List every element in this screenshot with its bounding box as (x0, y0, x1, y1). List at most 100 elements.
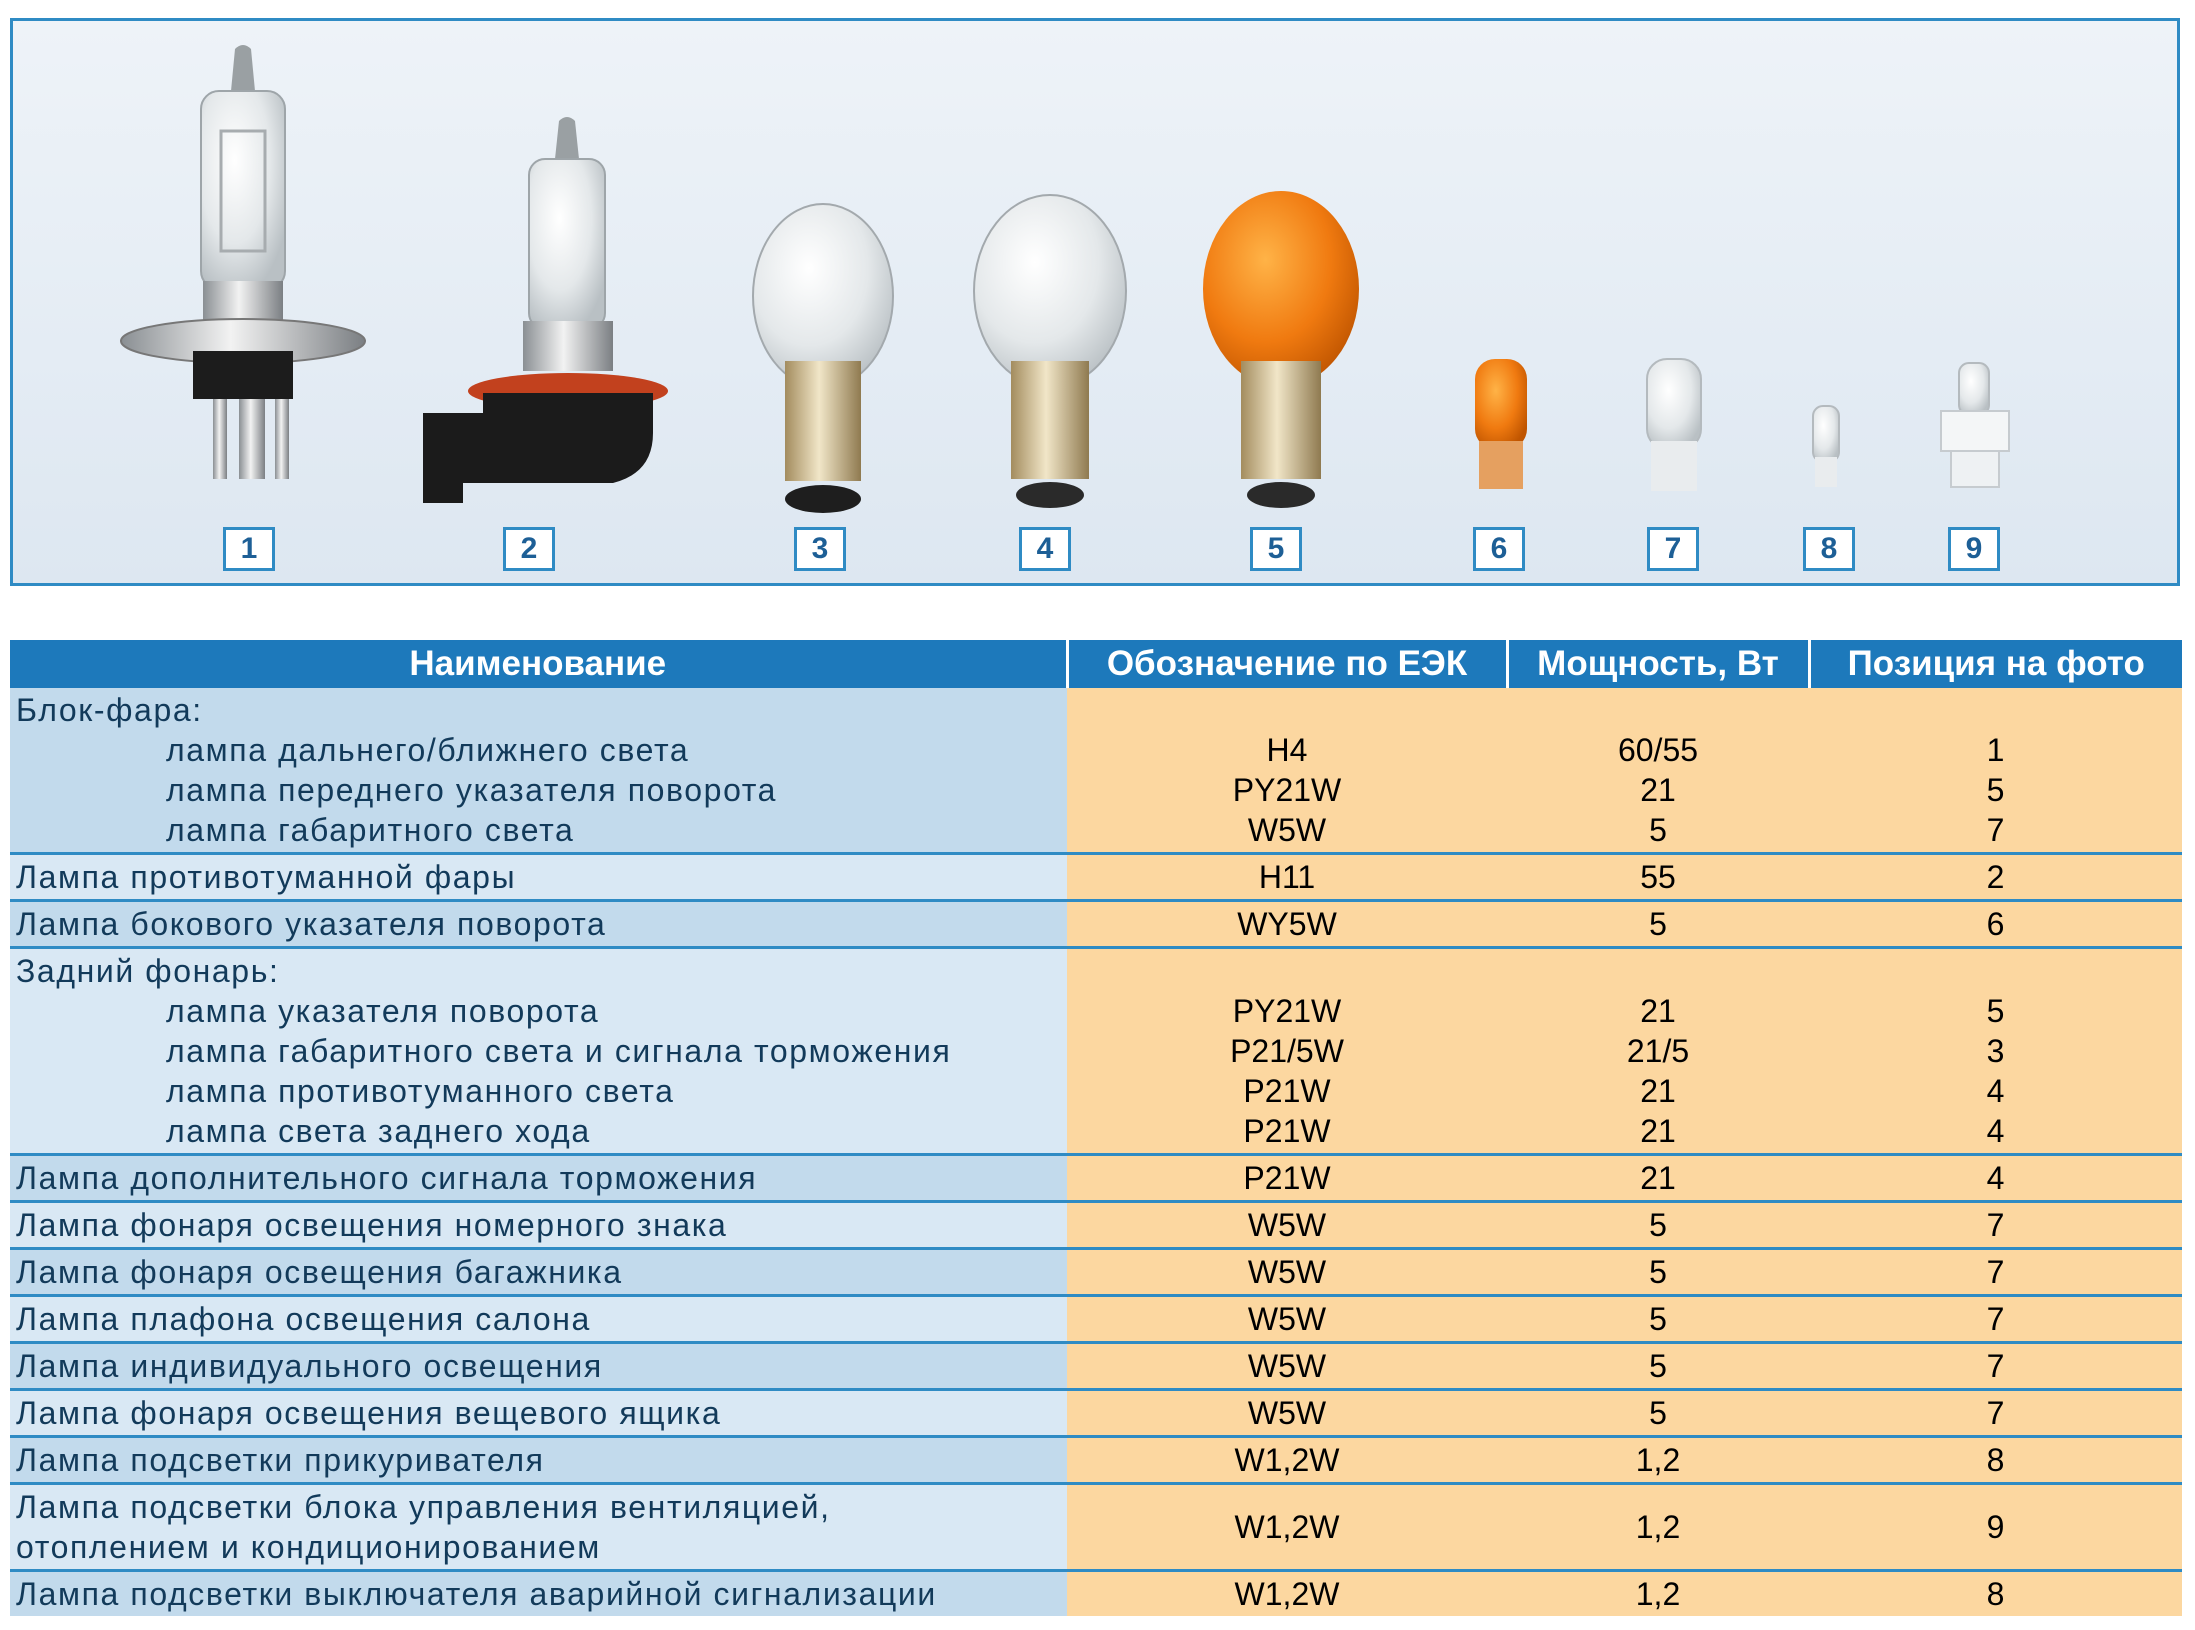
power-value: 5 (1507, 1342, 1809, 1391)
ece-code: W5W (1067, 1295, 1507, 1344)
group-item-name: лампа указателя поворота (166, 993, 600, 1029)
photo-position: 6 (1809, 900, 2182, 949)
power-value: 21 (1640, 1113, 1676, 1149)
power-value: 5 (1507, 1201, 1809, 1250)
bulb-w1-2w-socket (1940, 362, 2010, 488)
position-label-5: 5 (1250, 527, 1302, 571)
photo-position: 3 (1986, 1033, 2005, 1069)
bulb-w5w (1646, 358, 1702, 491)
photo-position: 4 (1986, 1113, 2005, 1149)
row-name: Лампа бокового указателя поворота (10, 900, 1067, 949)
table-row: Лампа подсветки блока управления вентиля… (10, 1483, 2182, 1572)
row-name: Лампа фонаря освещения номерного знака (10, 1201, 1067, 1250)
group-item-name: лампа света заднего хода (166, 1113, 591, 1149)
row-name-line: Лампа подсветки блока управления вентиля… (16, 1489, 831, 1525)
table-row: Лампа фонаря освещения номерного знака W… (10, 1201, 2182, 1250)
power-value: 55 (1507, 853, 1809, 902)
row-name: Лампа подсветки выключателя аварийной си… (10, 1570, 1067, 1616)
row-name-cell: Блок-фара: лампа дальнего/ближнего света… (10, 688, 1067, 855)
lamp-spec-table: Наименование Обозначение по ЕЭК Мощность… (10, 640, 2182, 1616)
power-value: 1,2 (1507, 1436, 1809, 1485)
power-value: 60/55 (1617, 732, 1699, 768)
row-name: Лампа плафона освещения салона (10, 1295, 1067, 1344)
header-photo-position: Позиция на фото (1807, 640, 2182, 688)
power-value: 21 (1640, 772, 1676, 808)
table-row: Лампа бокового указателя поворота WY5W 5… (10, 900, 2182, 949)
row-power-cell: 60/55 21 5 (1507, 688, 1809, 855)
position-label-4: 4 (1019, 527, 1071, 571)
row-name-cell: Задний фонарь: лампа указателя поворота … (10, 947, 1067, 1156)
power-value: 5 (1507, 900, 1809, 949)
row-name: Лампа дополнительного сигнала торможения (10, 1154, 1067, 1203)
power-value: 1,2 (1507, 1570, 1809, 1616)
ece-code: W5W (1067, 1201, 1507, 1250)
photo-position: 7 (1809, 1248, 2182, 1297)
power-value: 21/5 (1626, 1033, 1690, 1069)
position-label-7: 7 (1647, 527, 1699, 571)
ece-code: P21W (1243, 1113, 1331, 1149)
row-name: Лампа индивидуального освещения (10, 1342, 1067, 1391)
power-value: 21 (1640, 1073, 1676, 1109)
bulb-py21w (1203, 191, 1359, 508)
table-row: Лампа дополнительного сигнала торможения… (10, 1154, 2182, 1203)
power-value: 1,2 (1507, 1483, 1809, 1572)
bulb-h4 (120, 45, 366, 479)
ece-code: WY5W (1067, 900, 1507, 949)
group-item-name: лампа дальнего/ближнего света (166, 732, 690, 768)
row-name-cell: Лампа подсветки блока управления вентиля… (10, 1483, 1067, 1572)
header-name: Наименование (10, 640, 1067, 688)
ece-code: W5W (1247, 812, 1327, 848)
photo-position: 1 (1986, 732, 2005, 768)
bulb-p21-5w (752, 203, 894, 513)
bulb-wy5w (1475, 359, 1527, 489)
ece-code: W5W (1067, 1342, 1507, 1391)
header-ece-code: Обозначение по ЕЭК (1065, 640, 1507, 688)
photo-position: 7 (1809, 1201, 2182, 1250)
ece-code: H4 (1266, 732, 1308, 768)
photo-position: 4 (1809, 1154, 2182, 1203)
row-code-cell: H4 PY21W W5W (1067, 688, 1507, 855)
ece-code: W1,2W (1067, 1483, 1507, 1572)
ece-code: H11 (1067, 853, 1507, 902)
ece-code: PY21W (1232, 772, 1342, 808)
ece-code: PY21W (1232, 993, 1342, 1029)
table-row: Лампа противотуманной фары H11 55 2 (10, 853, 2182, 902)
ece-code: P21W (1243, 1073, 1331, 1109)
row-position-cell: 1 5 7 (1809, 688, 2182, 855)
table-row: Лампа фонаря освещения багажника W5W 5 7 (10, 1248, 2182, 1297)
power-value: 5 (1507, 1248, 1809, 1297)
photo-position: 2 (1809, 853, 2182, 902)
power-value: 5 (1507, 1295, 1809, 1344)
row-position-cell: 5 3 4 4 (1809, 947, 2182, 1156)
group-item-name: лампа переднего указателя поворота (166, 772, 778, 808)
bulbs-photo (120, 45, 2010, 513)
ece-code: P21/5W (1230, 1033, 1344, 1069)
photo-position: 8 (1809, 1436, 2182, 1485)
table-row: Лампа плафона освещения салона W5W 5 7 (10, 1295, 2182, 1344)
table-row: Лампа подсветки выключателя аварийной си… (10, 1570, 2182, 1616)
photo-position: 7 (1809, 1295, 2182, 1344)
row-name: Лампа фонаря освещения вещевого ящика (10, 1389, 1067, 1438)
ece-code: W1,2W (1067, 1570, 1507, 1616)
table-row: Лампа подсветки прикуривателя W1,2W 1,2 … (10, 1436, 2182, 1485)
position-label-2: 2 (503, 527, 555, 571)
table-row: Лампа фонаря освещения вещевого ящика W5… (10, 1389, 2182, 1438)
table-row: Лампа индивидуального освещения W5W 5 7 (10, 1342, 2182, 1391)
group-item-name: лампа противотуманного света (166, 1073, 675, 1109)
photo-position: 8 (1809, 1570, 2182, 1616)
row-code-cell: PY21W P21/5W P21W P21W (1067, 947, 1507, 1156)
row-name: Лампа противотуманной фары (10, 853, 1067, 902)
ece-code: W5W (1067, 1248, 1507, 1297)
position-label-3: 3 (794, 527, 846, 571)
power-value: 5 (1649, 812, 1667, 848)
photo-position: 7 (1986, 812, 2005, 848)
ece-code: P21W (1067, 1154, 1507, 1203)
position-label-9: 9 (1948, 527, 2000, 571)
header-power: Мощность, Вт (1505, 640, 1809, 688)
power-value: 5 (1507, 1389, 1809, 1438)
position-label-6: 6 (1473, 527, 1525, 571)
row-name: Лампа фонаря освещения багажника (10, 1248, 1067, 1297)
photo-position: 7 (1809, 1342, 2182, 1391)
row-name-line: отоплением и кондиционированием (16, 1529, 601, 1565)
photo-position: 5 (1986, 993, 2005, 1029)
